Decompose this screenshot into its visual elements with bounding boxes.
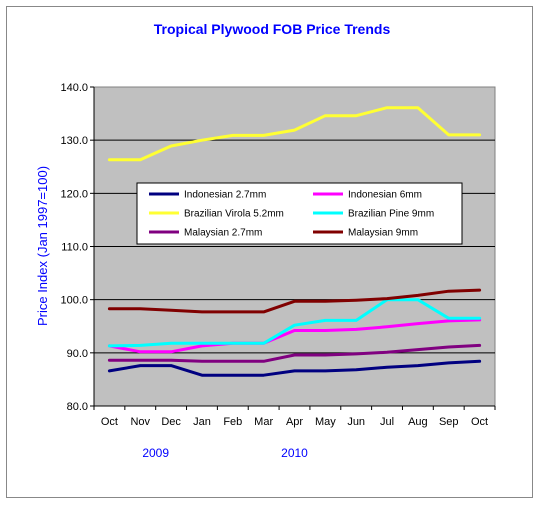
legend: Indonesian 2.7mm Indonesian 6mm Brazilian … [136,182,463,245]
x-tick-label: Nov [130,416,150,428]
x-tick-label: Jun [347,416,365,428]
x-tick-label: Jan [193,416,211,428]
y-tick-label: 90.0 [67,348,88,360]
legend-label: Indonesian 2.7mm [184,190,266,201]
x-tick-label: Aug [408,416,428,428]
y-tick-label: 130.0 [60,135,88,147]
series-line-2 [107,106,482,162]
x-tick-label: Dec [161,416,181,428]
x-tick-label: Apr [286,416,303,428]
legend-label: Malaysian 2.7mm [184,228,262,239]
year-label: 2009 [142,446,169,460]
x-tick-label: May [315,416,336,428]
y-tick-label: 140.0 [60,82,88,94]
chart-title: Tropical Plywood FOB Price Trends [154,21,391,37]
x-tick-label: Mar [254,416,273,428]
legend-box [136,182,463,245]
y-tick-label: 120.0 [60,188,88,200]
x-tick-label: Sep [439,416,459,428]
legend-label: Brazilian Virola 5.2mm [184,209,284,220]
year-label: 2010 [281,446,308,460]
series-line-0 [107,359,482,377]
legend-label: Indonesian 6mm [348,190,422,201]
x-tick-label: Oct [101,416,118,428]
x-tick-labels: Oct Nov Dec Jan Feb Mar Apr May Jun Jul Aug Sep Oct [93,406,496,428]
x-tick-label: Jul [380,416,394,428]
x-tick-label: Feb [223,416,242,428]
y-tick-label: 110.0 [61,242,88,254]
year-labels: 2009 2010 [142,446,308,460]
x-tick-label: Oct [471,416,488,428]
legend-label: Brazilian Pine 9mm [348,209,434,220]
legend-label: Malaysian 9mm [348,228,418,239]
y-tick-label: 100.0 [60,295,88,307]
series-line-4 [107,343,482,363]
series-line-1 [107,318,482,354]
series-lines [107,106,482,377]
y-axis-label: Price Index (Jan 1997=100) [35,166,50,326]
y-tick-labels: 80.0 90.0 100.0 110.0 120.0 130.0 140.0 [60,82,94,413]
series-line-5 [107,288,482,314]
y-tick-label: 80.0 [67,401,88,413]
series-line-3 [107,298,482,348]
